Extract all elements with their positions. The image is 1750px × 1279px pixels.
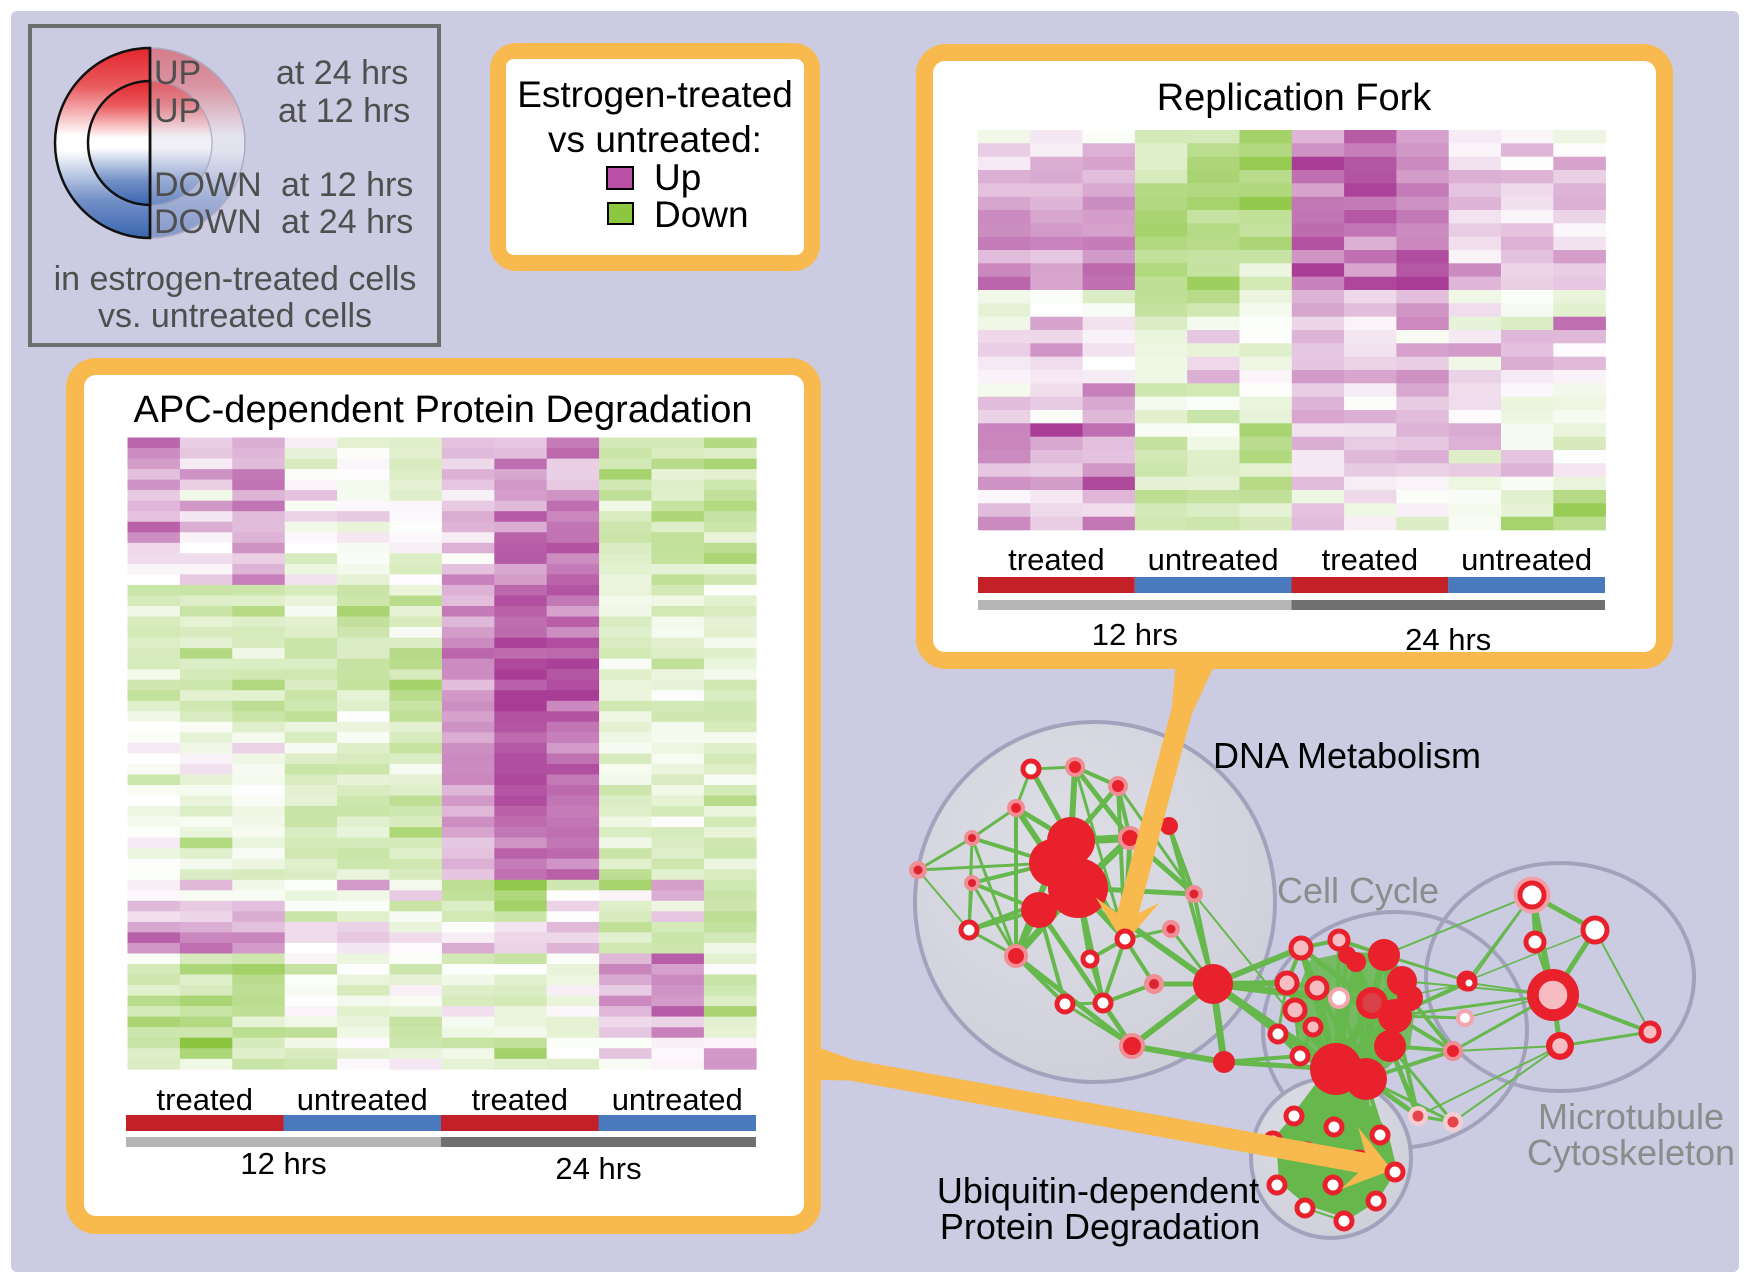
svg-text:untreated: untreated	[612, 1082, 743, 1117]
svg-text:12 hrs: 12 hrs	[240, 1146, 326, 1181]
svg-text:Protein Degradation: Protein Degradation	[940, 1206, 1260, 1247]
svg-text:UP: UP	[154, 54, 201, 92]
svg-text:12 hrs: 12 hrs	[1092, 617, 1178, 652]
svg-text:at 24 hrs: at 24 hrs	[281, 203, 413, 241]
svg-text:Cell Cycle: Cell Cycle	[1277, 870, 1439, 911]
svg-text:treated: treated	[1322, 542, 1419, 577]
svg-text:treated: treated	[1008, 542, 1105, 577]
svg-text:at 12 hrs: at 12 hrs	[281, 166, 413, 204]
svg-text:untreated: untreated	[297, 1082, 428, 1117]
svg-text:at 12 hrs: at 12 hrs	[278, 92, 410, 130]
svg-text:APC-dependent Protein Degradat: APC-dependent Protein Degradation	[134, 389, 753, 431]
svg-text:vs untreated:: vs untreated:	[548, 119, 762, 160]
svg-text:vs. untreated cells: vs. untreated cells	[98, 297, 372, 335]
svg-text:Replication Fork: Replication Fork	[1157, 77, 1433, 119]
svg-text:at 24 hrs: at 24 hrs	[276, 54, 408, 92]
svg-text:Down: Down	[654, 194, 749, 235]
svg-text:in estrogen-treated cells: in estrogen-treated cells	[54, 260, 417, 298]
svg-text:DOWN: DOWN	[154, 166, 262, 204]
svg-text:untreated: untreated	[1461, 542, 1592, 577]
svg-text:Estrogen-treated: Estrogen-treated	[517, 74, 793, 115]
svg-text:UP: UP	[154, 92, 201, 130]
svg-text:treated: treated	[157, 1082, 254, 1117]
svg-text:Cytoskeleton: Cytoskeleton	[1527, 1132, 1735, 1173]
svg-text:Microtubule: Microtubule	[1538, 1096, 1724, 1137]
svg-text:Ubiquitin-dependent: Ubiquitin-dependent	[937, 1170, 1259, 1211]
svg-text:untreated: untreated	[1148, 542, 1279, 577]
svg-text:Up: Up	[654, 157, 701, 198]
svg-text:DNA Metabolism: DNA Metabolism	[1213, 735, 1481, 776]
svg-text:DOWN: DOWN	[154, 203, 262, 241]
svg-text:treated: treated	[472, 1082, 569, 1117]
svg-text:24 hrs: 24 hrs	[555, 1151, 641, 1186]
svg-text:24 hrs: 24 hrs	[1405, 622, 1491, 657]
